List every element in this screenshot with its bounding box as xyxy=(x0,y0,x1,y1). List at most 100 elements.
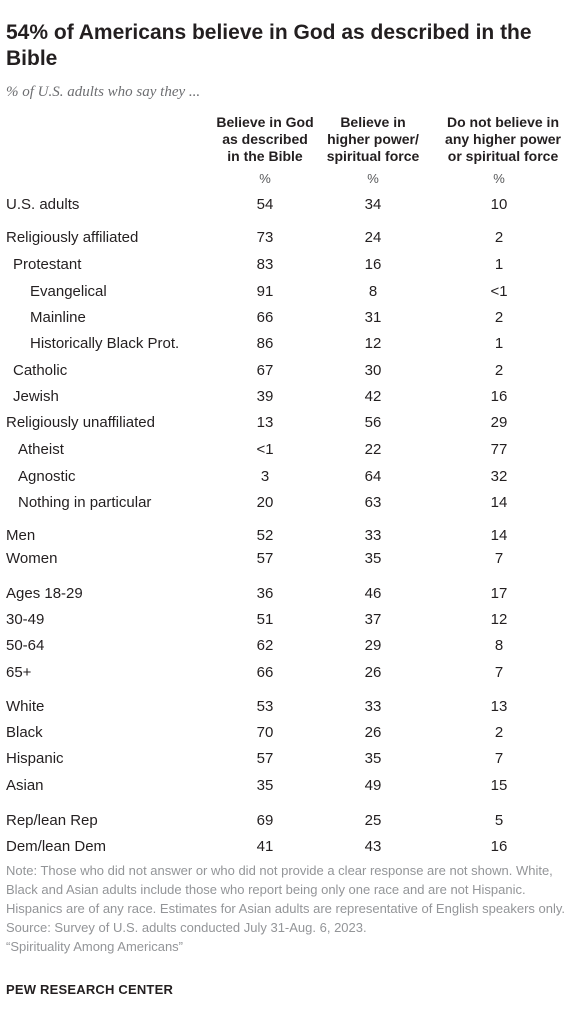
table-row: Agnostic 3 64 32 xyxy=(0,464,581,490)
cell-value: 1 xyxy=(494,335,504,352)
cell-value: 33 xyxy=(364,698,382,715)
cell-value: 29 xyxy=(490,414,508,431)
table-row: Jewish 39 42 16 xyxy=(0,384,581,410)
column-header-line: spiritual force xyxy=(326,148,420,164)
cell-value: 3 xyxy=(260,468,270,485)
cell-value: 10 xyxy=(490,196,508,213)
cell-value: 54 xyxy=(256,196,274,213)
table-row: Dem/lean Dem 41 43 16 xyxy=(0,834,581,860)
chart-title: 54% of Americans believe in God as descr… xyxy=(6,21,532,70)
cell-value: 73 xyxy=(256,229,274,246)
cell-value: 24 xyxy=(364,229,382,246)
row-label: Women xyxy=(6,550,58,567)
cell-value: 13 xyxy=(256,414,274,431)
row-label: Protestant xyxy=(13,256,82,273)
row-label: Rep/lean Rep xyxy=(6,812,98,829)
column-header-line: as described xyxy=(222,131,308,147)
cell-value: 42 xyxy=(364,388,382,405)
column-header-line: higher power/ xyxy=(327,131,419,147)
unit-label-2: % xyxy=(367,171,379,186)
row-label: Dem/lean Dem xyxy=(6,838,107,855)
brand-logo-text: PEW RESEARCH CENTER xyxy=(6,982,174,997)
table-row: Religiously affiliated 73 24 2 xyxy=(0,225,581,251)
row-label: Hispanic xyxy=(6,750,64,767)
table-row: Asian 35 49 15 xyxy=(0,773,581,799)
cell-value: 66 xyxy=(256,664,274,681)
column-header-line: any higher power xyxy=(445,131,561,147)
cell-value: 8 xyxy=(368,283,378,300)
table-row: Hispanic 57 35 7 xyxy=(0,746,581,772)
table-row: 50-64 62 29 8 xyxy=(0,633,581,659)
cell-value: 52 xyxy=(256,527,274,544)
cell-value: 16 xyxy=(490,388,508,405)
cell-value: 70 xyxy=(256,724,274,741)
cell-value: 41 xyxy=(256,838,274,855)
cell-value: 49 xyxy=(364,777,382,794)
column-header-line: Believe in God xyxy=(216,114,314,130)
cell-value: 7 xyxy=(494,664,504,681)
table-row: Historically Black Prot. 86 12 1 xyxy=(0,331,581,357)
cell-value: 34 xyxy=(364,196,382,213)
cell-value: 7 xyxy=(494,750,504,767)
row-label: 65+ xyxy=(6,664,32,681)
table-row: White 53 33 13 xyxy=(0,694,581,720)
notes-block: Note: Those who did not answer or who di… xyxy=(6,861,576,956)
cell-value: 15 xyxy=(490,777,508,794)
table-row: Mainline 66 31 2 xyxy=(0,305,581,331)
cell-value: 20 xyxy=(256,494,274,511)
row-label: Men xyxy=(6,527,36,544)
cell-value: 91 xyxy=(256,283,274,300)
cell-value: 63 xyxy=(364,494,382,511)
cell-value: 83 xyxy=(256,256,274,273)
column-header-line: Do not believe in xyxy=(446,114,559,130)
table-row: Men 52 33 14 xyxy=(0,523,581,549)
table-row: Nothing in particular 20 63 14 xyxy=(0,490,581,516)
row-label: Mainline xyxy=(30,309,86,326)
cell-value: 2 xyxy=(494,229,504,246)
cell-value: 13 xyxy=(490,698,508,715)
row-label: Religiously affiliated xyxy=(6,229,139,246)
row-label: Historically Black Prot. xyxy=(30,335,180,352)
cell-value: 86 xyxy=(256,335,274,352)
table-row: Rep/lean Rep 69 25 5 xyxy=(0,808,581,834)
cell-value: 16 xyxy=(364,256,382,273)
cell-value: 1 xyxy=(494,256,504,273)
row-label: U.S. adults xyxy=(6,196,80,213)
table-row: Ages 18-29 36 46 17 xyxy=(0,581,581,607)
table-row: Evangelical 91 8 <1 xyxy=(0,279,581,305)
row-label: Ages 18-29 xyxy=(6,585,83,602)
cell-value: 66 xyxy=(256,309,274,326)
column-header-line: or spiritual force xyxy=(447,148,559,164)
column-header-line: Believe in xyxy=(340,114,406,130)
row-label: Jewish xyxy=(13,388,59,405)
cell-value: 57 xyxy=(256,750,274,767)
cell-value: 43 xyxy=(364,838,382,855)
table-row: 65+ 66 26 7 xyxy=(0,660,581,686)
report-title: “Spirituality Among Americans” xyxy=(6,939,184,954)
table-row: Protestant 83 16 1 xyxy=(0,252,581,278)
cell-value: 2 xyxy=(494,362,504,379)
table-row: Black 70 26 2 xyxy=(0,720,581,746)
row-label: White xyxy=(6,698,45,715)
cell-value: 56 xyxy=(364,414,382,431)
unit-label-1: % xyxy=(259,171,271,186)
cell-value: 51 xyxy=(256,611,274,628)
column-header-line: in the Bible xyxy=(227,148,303,164)
cell-value: 30 xyxy=(364,362,382,379)
row-label: 50-64 xyxy=(6,637,45,654)
column-header-1: Believe in God as described in the Bible xyxy=(206,114,324,165)
cell-value: 22 xyxy=(364,441,382,458)
row-label: Asian xyxy=(6,777,44,794)
cell-value: 33 xyxy=(364,527,382,544)
cell-value: 37 xyxy=(364,611,382,628)
cell-value: 36 xyxy=(256,585,274,602)
row-label: Evangelical xyxy=(30,283,107,300)
row-label: Atheist xyxy=(18,441,64,458)
table-row: 30-49 51 37 12 xyxy=(0,607,581,633)
cell-value: 39 xyxy=(256,388,274,405)
cell-value: 64 xyxy=(364,468,382,485)
cell-value: 35 xyxy=(256,777,274,794)
row-label: Nothing in particular xyxy=(18,494,152,511)
cell-value: 77 xyxy=(490,441,508,458)
table-row: Women 57 35 7 xyxy=(0,546,581,572)
